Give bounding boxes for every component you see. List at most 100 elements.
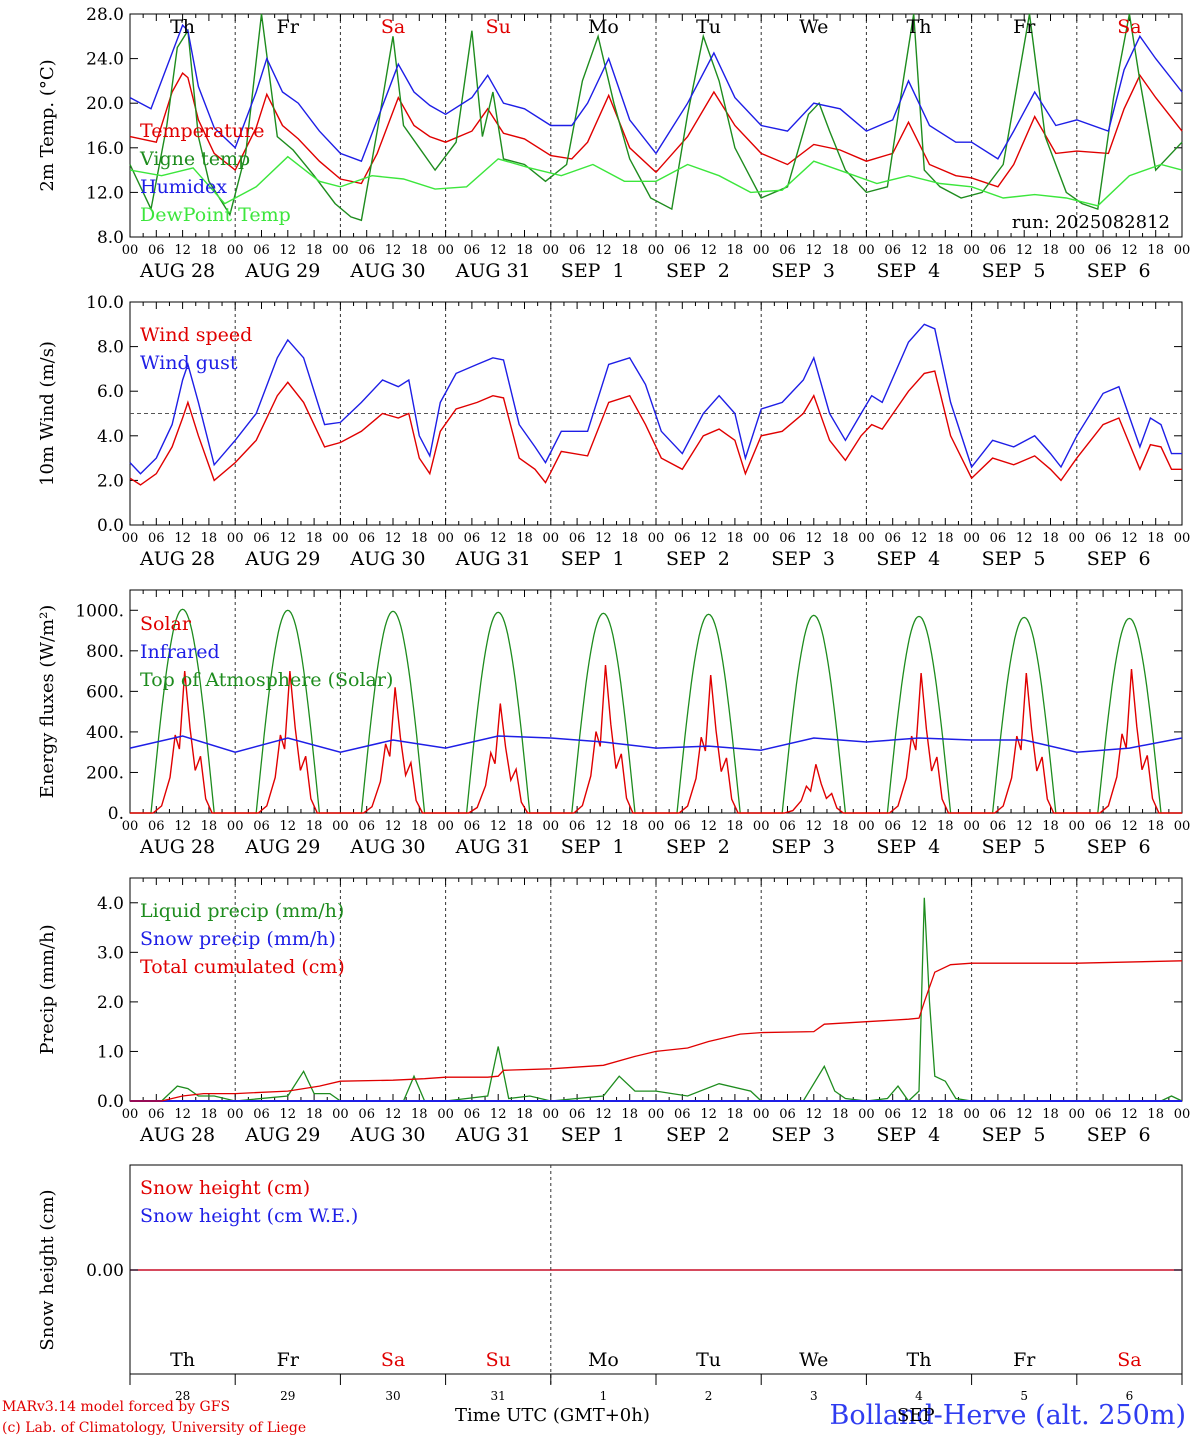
series-line (129, 323, 1182, 475)
station-name: Bolland-Herve (alt. 250m) (829, 1400, 1186, 1431)
hour-tick-label: 00 (963, 531, 980, 546)
hour-tick-label: 12 (490, 243, 507, 258)
y-tick-label: 2.0 (97, 471, 124, 491)
hour-tick-label: 18 (1042, 531, 1059, 546)
hour-tick-label: 00 (227, 243, 244, 258)
y-axis-label: 2m Temp. (°C) (37, 59, 58, 191)
hour-tick-label: 00 (753, 243, 770, 258)
date-label: AUG 28 (139, 548, 215, 570)
day-number: 30 (385, 1389, 400, 1403)
toa-curve (340, 610, 446, 814)
hour-tick-label: 06 (464, 243, 481, 258)
y-tick-label: 6.0 (97, 382, 124, 402)
hour-tick-label: 00 (1174, 819, 1191, 834)
hour-tick-label: 18 (411, 1107, 428, 1122)
y-tick-label: 0. (108, 804, 124, 824)
legend-entry: Liquid precip (mm/h) (140, 900, 344, 922)
series-line (129, 370, 1182, 486)
hour-tick-label: 00 (1174, 531, 1191, 546)
hour-tick-label: 12 (280, 243, 297, 258)
y-tick-label: 3.0 (97, 943, 124, 963)
hour-tick-label: 06 (569, 819, 586, 834)
date-label: SEP 4 (876, 260, 940, 282)
hour-tick-label: 18 (411, 243, 428, 258)
hour-tick-label: 06 (884, 1107, 901, 1122)
y-tick-label: 8.0 (97, 338, 124, 358)
hour-tick-label: 06 (358, 1107, 375, 1122)
hour-tick-label: 06 (779, 1107, 796, 1122)
weekday-label: Mo (588, 1349, 619, 1371)
hour-tick-label: 00 (543, 819, 560, 834)
date-label: AUG 30 (349, 1124, 425, 1146)
legend-entry: Humidex (140, 176, 227, 198)
date-label: SEP 6 (1087, 836, 1151, 858)
y-tick-label: 1000. (75, 601, 124, 621)
hour-tick-label: 18 (727, 531, 744, 546)
date-label: SEP 3 (771, 836, 835, 858)
hour-tick-label: 06 (1095, 243, 1112, 258)
y-tick-label: 0.00 (86, 1261, 124, 1281)
hour-tick-label: 12 (490, 1107, 507, 1122)
series-line (129, 13, 1183, 222)
hour-tick-label: 12 (911, 243, 928, 258)
hour-tick-label: 00 (332, 1107, 349, 1122)
hour-tick-label: 18 (201, 243, 218, 258)
solar-curve (235, 671, 341, 814)
date-label: SEP 1 (561, 836, 625, 858)
hour-tick-label: 00 (753, 819, 770, 834)
hour-tick-label: 00 (1069, 243, 1086, 258)
day-number: 3 (810, 1389, 818, 1403)
solar-curve (1076, 669, 1182, 814)
weekday-label: Su (486, 16, 511, 38)
infrared-line (129, 735, 1183, 753)
date-label: AUG 31 (455, 260, 531, 282)
hour-tick-label: 06 (148, 243, 165, 258)
hour-tick-label: 18 (306, 1107, 323, 1122)
hour-tick-label: 12 (700, 1107, 717, 1122)
series-line (129, 155, 1183, 207)
toa-curve (130, 608, 236, 814)
hour-tick-label: 06 (884, 531, 901, 546)
date-label: SEP 2 (666, 548, 730, 570)
hour-tick-label: 06 (569, 1107, 586, 1122)
legend-entry: Wind speed (140, 324, 252, 346)
date-label: SEP 6 (1087, 1124, 1151, 1146)
hour-tick-label: 18 (937, 1107, 954, 1122)
hour-tick-label: 00 (122, 531, 139, 546)
weekday-label: Fr (277, 1349, 300, 1371)
y-tick-label: 200. (86, 763, 124, 783)
hour-tick-label: 18 (516, 531, 533, 546)
hour-tick-label: 12 (700, 531, 717, 546)
weekday-label: Sa (381, 16, 405, 38)
y-tick-label: 600. (86, 682, 124, 702)
hour-tick-label: 06 (1095, 1107, 1112, 1122)
date-label: SEP 4 (876, 548, 940, 570)
toa-curve (971, 616, 1077, 814)
hour-tick-label: 06 (779, 243, 796, 258)
hour-tick-label: 18 (201, 1107, 218, 1122)
hour-tick-label: 18 (411, 819, 428, 834)
hour-tick-label: 06 (253, 1107, 270, 1122)
hour-tick-label: 18 (621, 819, 638, 834)
weekday-label: Th (170, 1349, 195, 1371)
hour-tick-label: 00 (753, 531, 770, 546)
hour-tick-label: 12 (1016, 243, 1033, 258)
hour-tick-label: 18 (832, 243, 849, 258)
hour-tick-label: 18 (1147, 243, 1164, 258)
date-label: SEP 2 (666, 260, 730, 282)
hour-tick-label: 00 (648, 819, 665, 834)
hour-tick-label: 00 (437, 819, 454, 834)
hour-tick-label: 18 (1042, 243, 1059, 258)
hour-tick-label: 12 (174, 1107, 191, 1122)
date-label: AUG 29 (244, 1124, 320, 1146)
hour-tick-label: 00 (437, 243, 454, 258)
y-tick-label: 4.0 (97, 427, 124, 447)
legend-entry: Vigne temp (139, 148, 250, 170)
hour-tick-label: 06 (990, 243, 1007, 258)
hour-tick-label: 00 (543, 243, 560, 258)
hour-tick-label: 18 (937, 819, 954, 834)
hour-tick-label: 12 (1121, 819, 1138, 834)
hour-tick-label: 18 (1042, 1107, 1059, 1122)
hour-tick-label: 12 (174, 531, 191, 546)
y-tick-label: 400. (86, 723, 124, 743)
